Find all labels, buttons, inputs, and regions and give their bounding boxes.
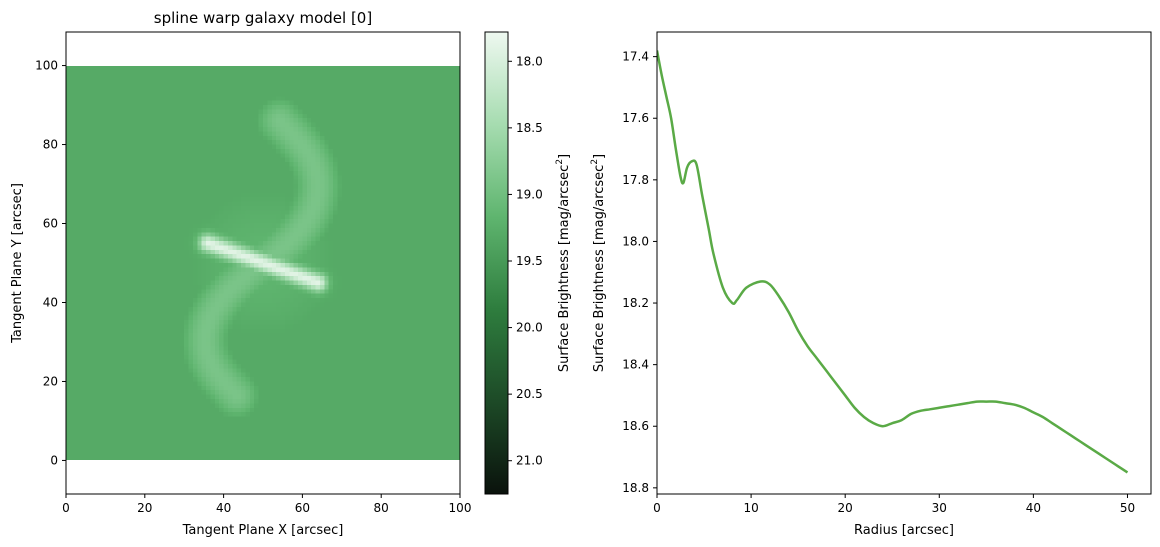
profile-y-ticks: 17.4 17.6 17.8 18.0 18.2 18.4 18.6 18.8 <box>622 50 657 495</box>
colorbar-tick-label: 18.0 <box>516 54 543 68</box>
profile-x-tick-label: 30 <box>932 501 947 515</box>
profile-y-tick-label: 18.8 <box>622 481 649 495</box>
colorbar-tick-label: 19.5 <box>516 254 543 268</box>
colorbar-tick-label: 21.0 <box>516 454 543 468</box>
heatmap-x-tick-label: 80 <box>374 501 389 515</box>
heatmap-y-ticks: 0 20 40 60 80 100 <box>35 59 66 467</box>
heatmap-y-tick-label: 60 <box>43 217 58 231</box>
colorbar-label: Surface Brightness [mag/arcsec2] <box>555 154 572 372</box>
galaxy-model-panel: spline warp galaxy model [0] 0 20 40 60 80 10… <box>10 9 471 538</box>
radial-profile-panel: 0 10 20 30 40 50 17.4 17.6 17.8 18.0 18.2 18.4 18.6… <box>590 31 1152 538</box>
profile-y-tick-label: 17.6 <box>622 111 649 125</box>
profile-y-axis-label: Surface Brightness [mag/arcsec2] <box>590 154 607 372</box>
profile-y-tick-label: 18.4 <box>622 358 649 372</box>
profile-x-axis-label: Radius [arcsec] <box>854 523 954 538</box>
profile-axes-area <box>657 32 1151 494</box>
heatmap-axes-frame <box>65 31 461 495</box>
heatmap-y-tick-label: 40 <box>43 295 58 309</box>
profile-y-tick-label: 18.2 <box>622 296 649 310</box>
profile-y-tick-label: 18.6 <box>622 419 649 433</box>
galaxy-model-image <box>66 66 460 460</box>
heatmap-x-tick-label: 40 <box>216 501 231 515</box>
heatmap-y-axis-label: Tangent Plane Y [arcsec] <box>10 183 25 344</box>
heatmap-x-tick-label: 0 <box>62 501 70 515</box>
profile-x-tick-label: 20 <box>838 501 853 515</box>
profile-y-tick-label: 17.4 <box>622 50 649 64</box>
heatmap-x-axis-label: Tangent Plane X [arcsec] <box>182 523 344 538</box>
colorbar-tick-label: 20.0 <box>516 321 543 335</box>
profile-x-ticks: 0 10 20 30 40 50 <box>653 494 1135 515</box>
heatmap-title: spline warp galaxy model [0] <box>154 9 372 27</box>
heatmap-y-tick-label: 0 <box>50 453 58 467</box>
colorbar-tick-label: 18.5 <box>516 121 543 135</box>
heatmap-y-tick-label: 20 <box>43 374 58 388</box>
profile-axes-frame <box>656 31 1152 495</box>
heatmap-y-tick-label: 80 <box>43 138 58 152</box>
heatmap-x-tick-label: 20 <box>137 501 152 515</box>
colorbar-tick-label: 20.5 <box>516 387 543 401</box>
colorbar-gradient <box>485 32 508 494</box>
profile-x-tick-label: 50 <box>1120 501 1135 515</box>
heatmap-y-tick-label: 100 <box>35 59 58 73</box>
profile-x-tick-label: 10 <box>743 501 758 515</box>
profile-x-tick-label: 0 <box>653 501 661 515</box>
profile-y-tick-label: 17.8 <box>622 173 649 187</box>
heatmap-x-tick-label: 60 <box>295 501 310 515</box>
colorbar-ticks: 18.0 18.5 19.0 19.5 20.0 20.5 21.0 <box>508 54 543 468</box>
heatmap-x-tick-label: 100 <box>449 501 472 515</box>
colorbar-frame <box>484 31 509 495</box>
profile-series-group <box>657 50 1129 474</box>
profile-x-tick-label: 40 <box>1026 501 1041 515</box>
surface-brightness-profile-line <box>657 50 1129 474</box>
profile-y-tick-label: 18.0 <box>622 234 649 248</box>
colorbar-tick-label: 19.0 <box>516 187 543 201</box>
heatmap-x-ticks: 0 20 40 60 80 100 <box>62 494 471 515</box>
colorbar: 18.0 18.5 19.0 19.5 20.0 20.5 21.0 Surface Bri… <box>484 31 572 495</box>
